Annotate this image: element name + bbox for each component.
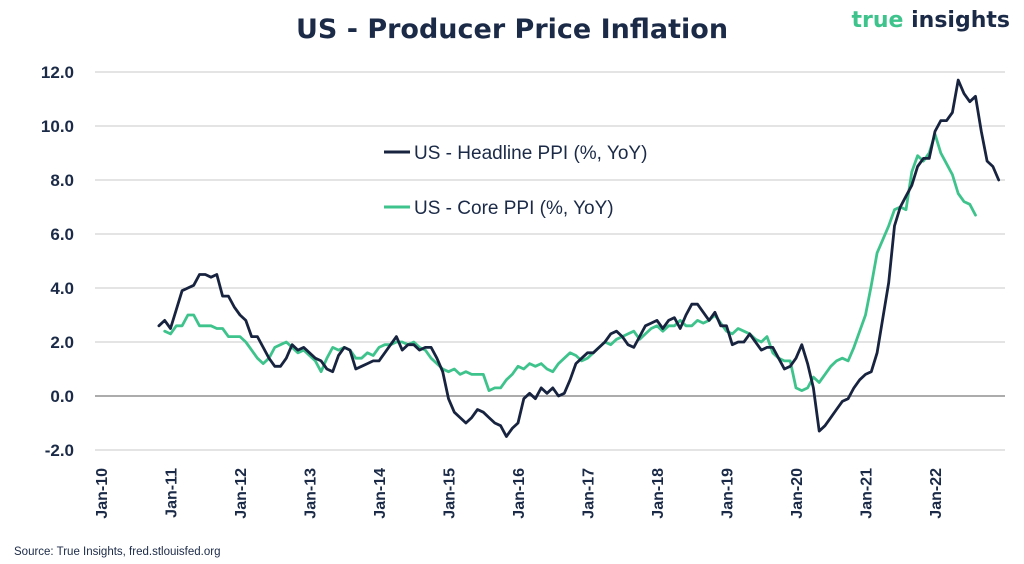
x-tick-label: Jan-18 <box>650 468 667 519</box>
y-tick-label: -2.0 <box>45 441 74 460</box>
x-tick-label: Jan-22 <box>928 468 945 519</box>
x-tick-label: Jan-17 <box>581 468 598 519</box>
legend-label: US - Headline PPI (%, YoY) <box>414 143 647 164</box>
y-tick-label: 8.0 <box>50 171 74 190</box>
chart-title: US - Producer Price Inflation <box>295 14 729 45</box>
x-tick-label: Jan-15 <box>442 468 459 519</box>
series-line-core-ppi <box>163 132 977 393</box>
y-tick-label: 10.0 <box>41 117 74 136</box>
x-tick-label: Jan-11 <box>164 468 181 518</box>
x-tick-label: Jan-12 <box>233 468 250 519</box>
series-lines <box>157 78 1001 438</box>
x-tick-label: Jan-13 <box>303 468 320 519</box>
y-tick-label: 2.0 <box>50 333 74 352</box>
source-note: Source: True Insights, fred.stlouisfed.o… <box>14 546 221 558</box>
x-axis-ticks: Jan-10 Jan-11 Jan-12 Jan-13 Jan-14 Jan-15 Jan-… <box>94 468 945 519</box>
y-tick-label: 4.0 <box>50 279 74 298</box>
y-axis-ticks: -2.0 0.0 2.0 4.0 6.0 8.0 10.0 12.0 <box>41 63 74 460</box>
y-tick-label: 0.0 <box>50 387 74 406</box>
grid-lines <box>95 71 1005 451</box>
brand-logo-part2: insights <box>911 8 1010 33</box>
brand-logo: true insights <box>852 8 1011 33</box>
x-tick-label: Jan-16 <box>511 468 528 519</box>
legend-label: US - Core PPI (%, YoY) <box>414 198 614 219</box>
legend: US - Headline PPI (%, YoY) US - Core PPI … <box>384 143 647 219</box>
x-tick-label: Jan-19 <box>720 468 737 519</box>
y-tick-label: 12.0 <box>41 63 74 82</box>
brand-logo-part1: true <box>851 8 904 33</box>
x-tick-label: Jan-21 <box>859 468 876 519</box>
x-tick-label: Jan-20 <box>789 468 806 519</box>
x-tick-label: Jan-14 <box>372 468 389 519</box>
series-line-headline-ppi <box>157 78 1001 438</box>
y-tick-label: 6.0 <box>50 225 74 244</box>
x-tick-label: Jan-10 <box>94 468 111 519</box>
